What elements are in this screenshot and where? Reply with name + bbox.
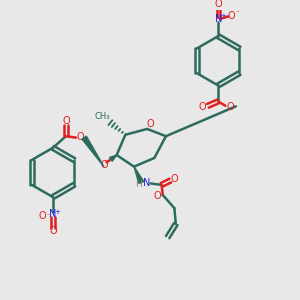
Text: +: +	[55, 208, 61, 214]
Polygon shape	[82, 136, 104, 167]
Polygon shape	[110, 155, 117, 161]
Text: N: N	[143, 178, 151, 188]
Polygon shape	[134, 167, 144, 184]
Text: O: O	[38, 211, 46, 221]
Text: ⁻: ⁻	[236, 8, 240, 17]
Text: N: N	[49, 209, 57, 220]
Text: O: O	[62, 116, 70, 126]
Text: O: O	[171, 173, 178, 184]
Text: O: O	[100, 160, 108, 170]
Text: O: O	[214, 0, 222, 9]
Text: O: O	[154, 191, 161, 201]
Text: O: O	[76, 132, 84, 142]
Text: O: O	[198, 102, 206, 112]
Text: ⁻: ⁻	[46, 212, 50, 220]
Text: O: O	[227, 11, 235, 21]
Text: O: O	[49, 226, 57, 236]
Text: H: H	[135, 180, 142, 189]
Text: +: +	[220, 14, 226, 20]
Text: N: N	[215, 14, 222, 24]
Text: O: O	[146, 119, 154, 129]
Text: CH₃: CH₃	[94, 112, 110, 121]
Text: O: O	[227, 102, 234, 112]
